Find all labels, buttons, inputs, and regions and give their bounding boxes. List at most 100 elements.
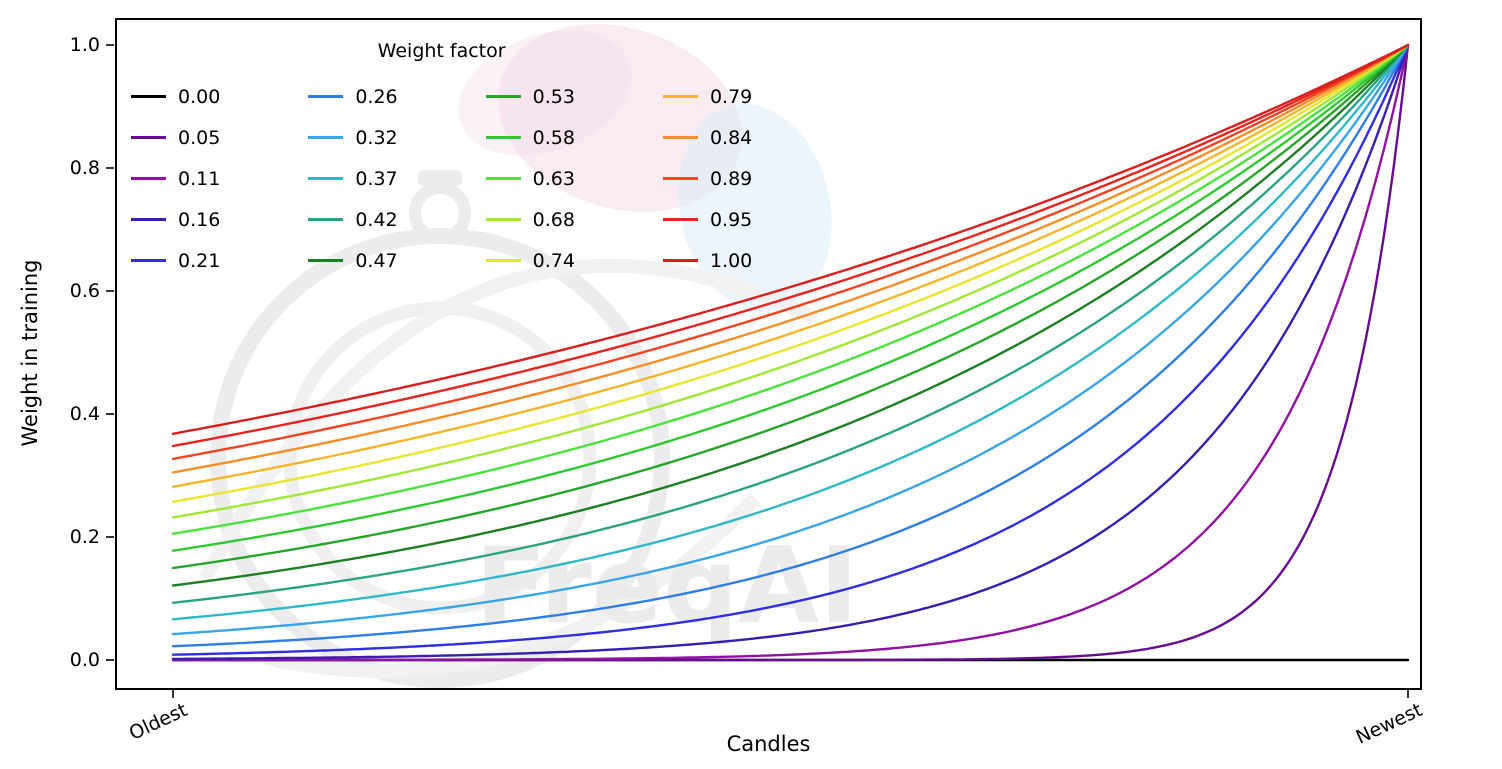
legend-item: 0.37 [308,167,398,190]
legend-item: 0.11 [131,168,220,190]
legend-item: 0.05 [131,127,220,149]
series-line-0.74 [171,43,1410,503]
legend-item: 0.58 [485,126,575,149]
legend-line-swatch [131,259,166,262]
series-line-0.68 [171,43,1410,519]
watermark-wing-arc [198,258,819,582]
legend-line-swatch [662,259,698,262]
watermark-text: FreqAI [475,525,859,647]
legend-label: 0.53 [532,85,575,108]
legend-line-swatch [485,177,521,180]
legend-label: 0.63 [532,167,575,190]
legend-item: 0.32 [308,126,398,149]
y-tick-label: 0.6 [69,280,100,302]
legend-item: 0.00 [131,86,220,108]
plot-area: FreqAI Weight factor 0.00 0.05 0.11 0.16 0.2… [106,18,1422,698]
series-line-0.21 [171,43,1410,656]
legend-item: 0.42 [308,208,398,231]
y-tick-label: 1.0 [69,34,100,56]
chart-canvas: FreqAI [106,18,1422,698]
legend-line-swatch [308,136,344,139]
legend-line-swatch [662,177,698,180]
legend-line-swatch [662,218,698,221]
legend-line-swatch [485,259,521,262]
axis-ticks [106,44,1409,698]
legend-label: 0.42 [355,208,398,231]
legend-label: 0.05 [178,126,221,149]
series-line-0.42 [171,43,1410,604]
legend-line-swatch [131,177,166,180]
legend-line-swatch [485,95,521,98]
legend-line-swatch [485,218,521,221]
watermark-logo-knob [409,182,471,244]
watermark-wing-arc-2 [263,493,761,678]
series-line-0.53 [171,43,1410,570]
series-line-0.95 [171,43,1410,448]
series-line-0.79 [171,43,1410,488]
legend-label: 0.26 [355,85,398,108]
legend-item: 0.74 [485,249,575,272]
legend-item: 0.63 [485,167,575,190]
legend-line-swatch [662,136,698,139]
legend-line-swatch [308,259,344,262]
legend-label: 0.21 [178,249,221,272]
legend-line-swatch [131,218,166,221]
plot-border [115,18,1422,690]
legend-label: 0.11 [178,167,221,190]
series-line-0.37 [171,43,1410,621]
legend-item: 0.68 [485,208,575,231]
legend-item: 0.47 [308,249,398,272]
series-line-0.84 [171,43,1410,474]
legend-label: 0.79 [709,85,753,108]
series-line-0.11 [171,43,1410,662]
series-line-1.00 [171,43,1410,435]
legend-line-swatch [308,95,344,98]
legend-item: 1.00 [662,249,753,272]
legend-item: 0.84 [662,126,753,149]
legend-item: 0.16 [131,209,220,231]
legend-title: Weight factor [377,40,506,62]
legend-label: 0.16 [178,208,221,231]
series-line-0.58 [171,43,1410,552]
watermark-blob-pink-2 [458,30,632,156]
legend-label: 0.89 [709,167,753,190]
legend-item: 0.21 [131,250,220,272]
legend-grid: 0.00 0.05 0.11 0.16 0.21 0.26 0.32 0.37 0.42 0.47… [131,76,752,281]
legend-label: 0.58 [532,126,575,149]
legend-label: 0.37 [355,167,398,190]
watermark-blob-blue [678,104,832,312]
series-line-0.63 [171,43,1410,535]
legend-item: 0.95 [662,208,753,231]
legend-label: 0.68 [532,208,575,231]
legend-item: 0.79 [662,85,753,108]
legend: Weight factor 0.00 0.05 0.11 0.16 0.21 0.26 0.… [131,38,752,281]
legend-line-swatch [308,177,344,180]
y-axis-title: Weight in training [18,259,42,447]
legend-item: 0.26 [308,85,398,108]
watermark-blob-pink [497,24,743,212]
legend-label: 0.95 [709,208,753,231]
y-tick-label: 0.4 [69,403,100,425]
legend-item: 0.89 [662,167,753,190]
legend-label: 0.84 [709,126,753,149]
x-axis-title: Candles [726,732,811,756]
series-line-0.26 [171,43,1410,648]
y-tick-label: 0.2 [69,526,100,548]
series-line-0.89 [171,43,1410,461]
legend-label: 0.32 [355,126,398,149]
legend-item: 0.53 [485,85,575,108]
legend-line-swatch [485,136,521,139]
legend-line-swatch [662,95,698,98]
legend-label: 0.74 [532,249,575,272]
watermark-logo-crown [418,170,462,186]
legend-line-swatch [131,95,166,98]
series-line-0.32 [171,43,1410,636]
legend-label: 0.00 [178,85,221,108]
legend-line-swatch [131,136,166,139]
legend-label: 1.00 [709,249,753,272]
y-tick-label: 0.8 [69,157,100,179]
legend-label: 0.47 [355,249,398,272]
legend-line-swatch [308,218,344,221]
series-line-0.16 [171,43,1410,661]
